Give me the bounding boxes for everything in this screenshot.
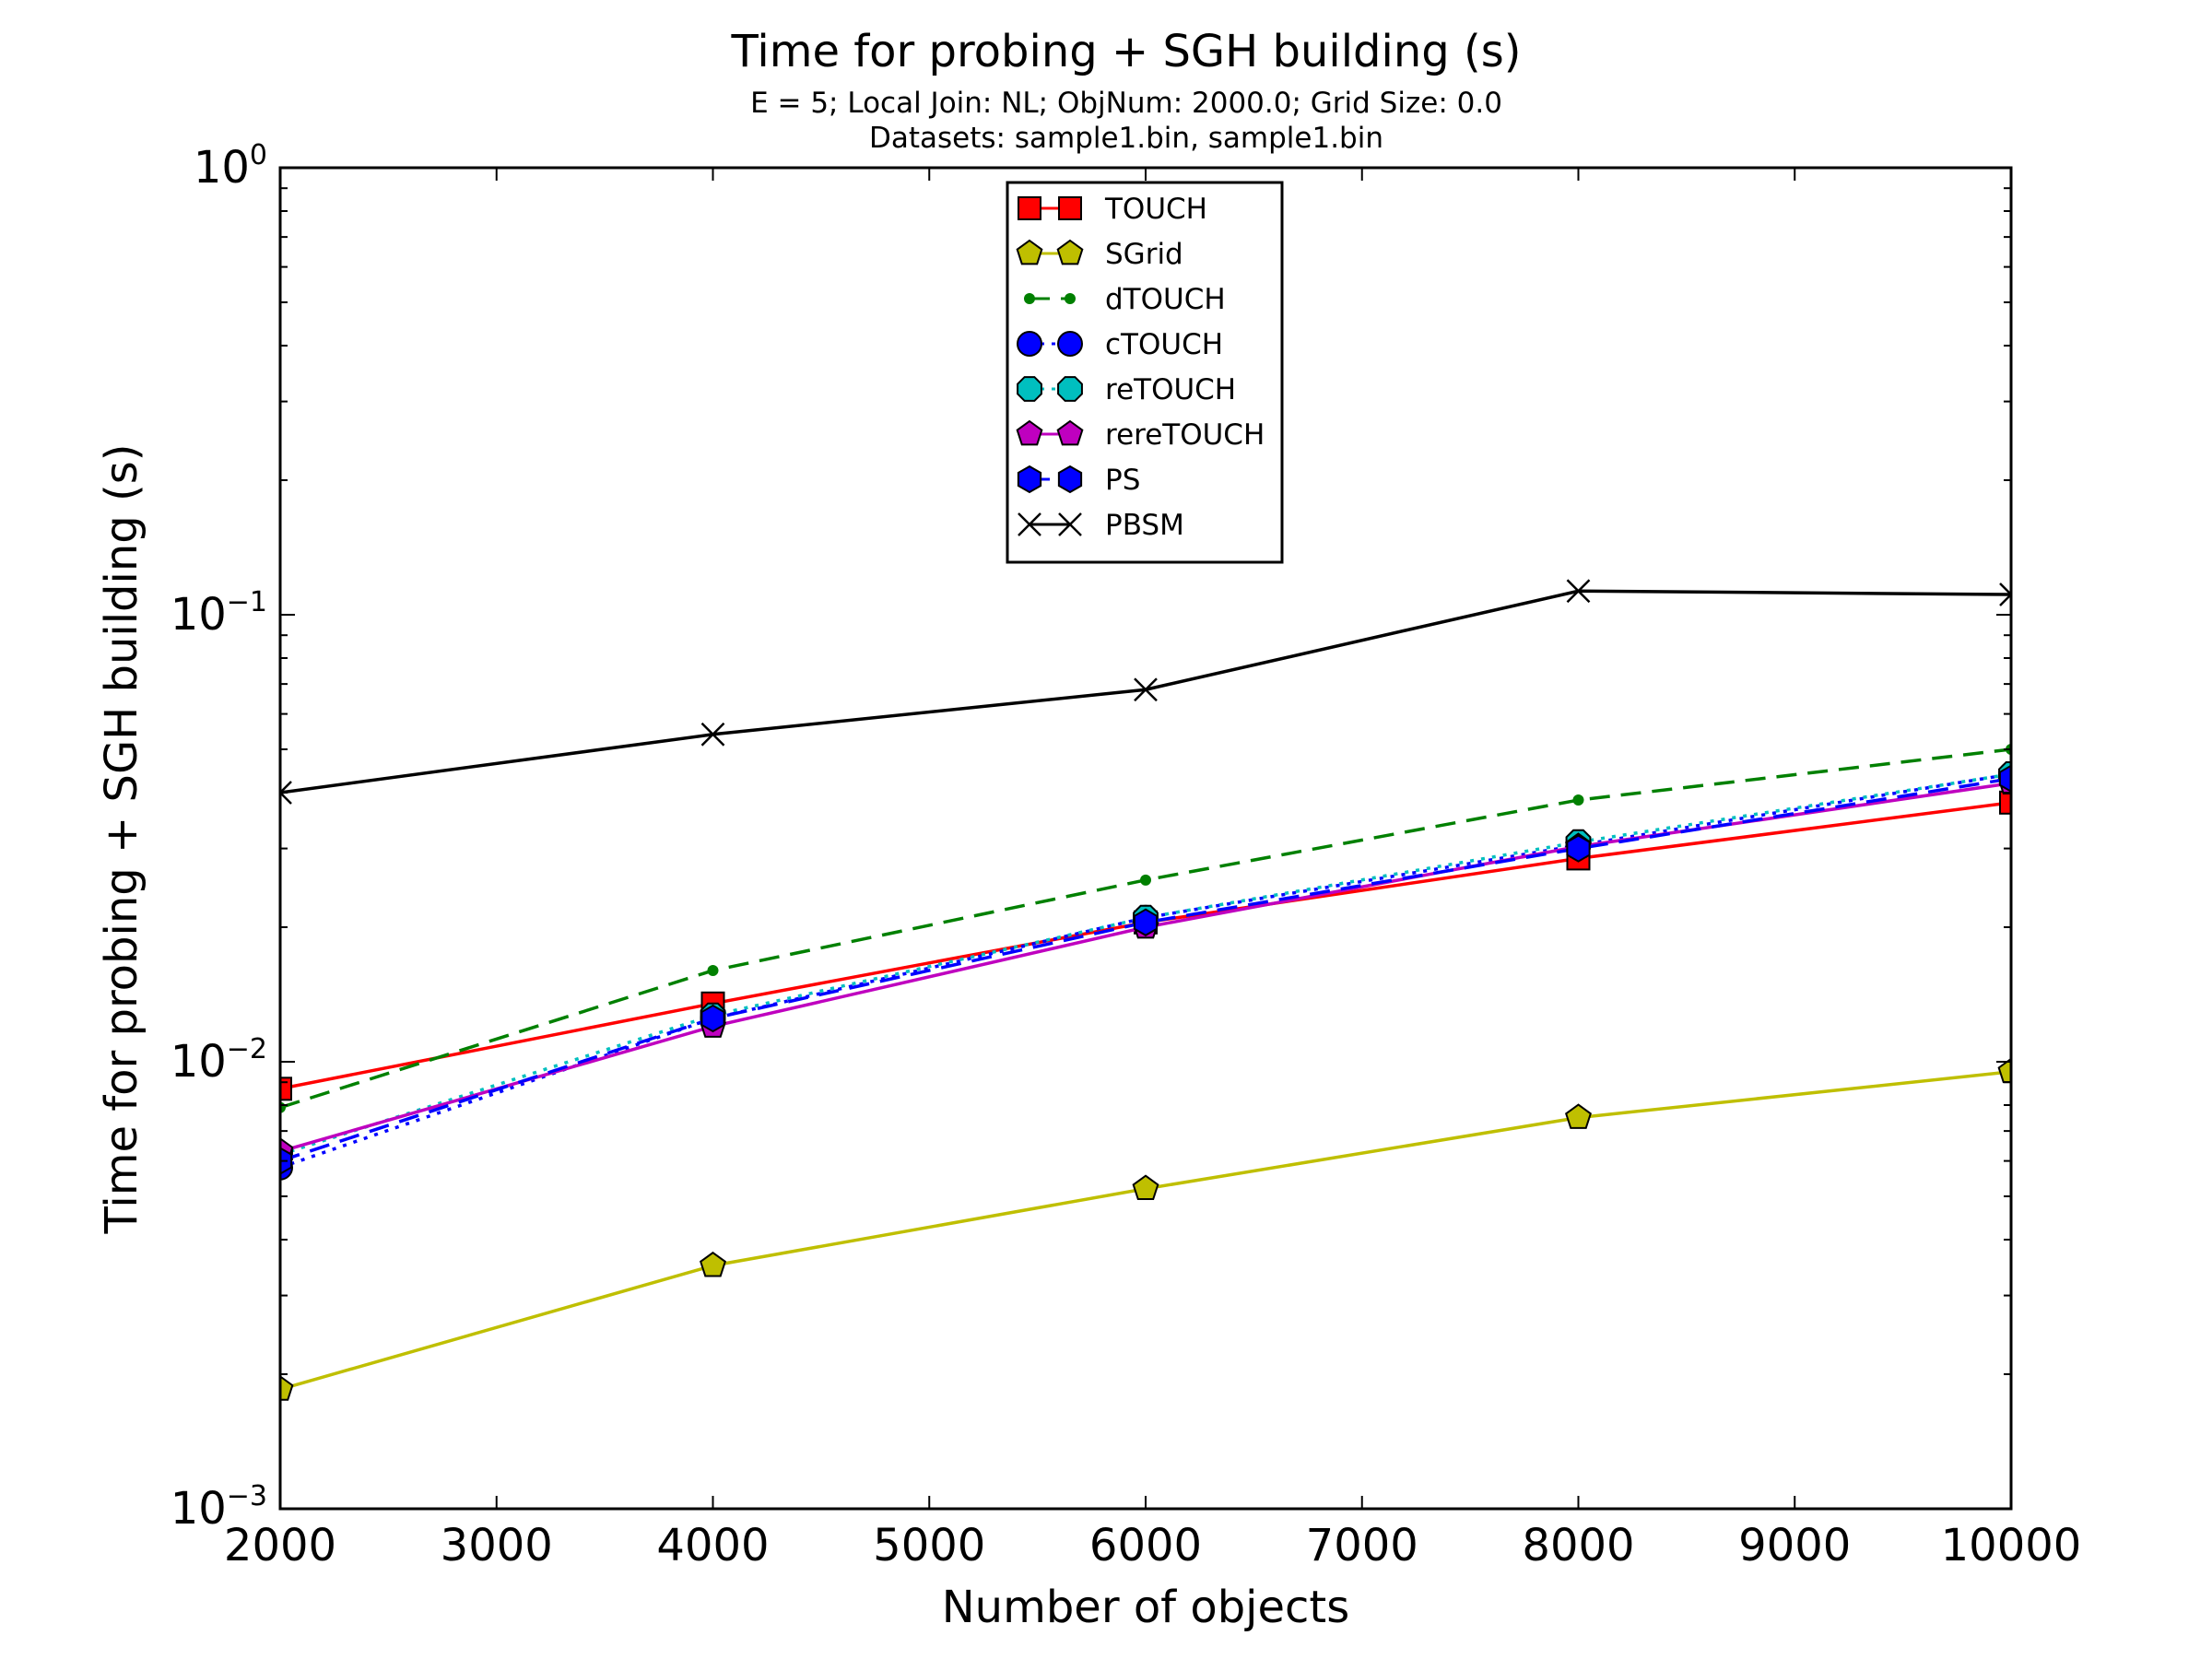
data-point-dtouch [707, 965, 719, 977]
y-tick-label: 10−1 [171, 586, 267, 641]
legend-item-dtouch: dTOUCH [1024, 283, 1226, 316]
legend-marker-dtouch [1065, 293, 1076, 304]
legend-marker-dtouch [1024, 293, 1035, 304]
x-tick-label: 2000 [224, 1520, 336, 1571]
legend-marker-ps [1017, 465, 1042, 494]
data-point-sgrid [700, 1251, 726, 1277]
ticks-layer: 2000 3000 4000 5000 6000 7000 8000 9000 10000 10−… [171, 139, 2082, 1571]
x-tick-label: 5000 [873, 1520, 985, 1571]
legend: TOUCH SGrid dTOUCH cTOUCH reTOUCH rereTOUCH PS… [1006, 181, 1284, 564]
marker-stroke [280, 781, 292, 794]
legend-label-dtouch: dTOUCH [1105, 283, 1226, 316]
legend-marker-retouch [1057, 376, 1083, 402]
data-point-sgrid [280, 1375, 294, 1401]
legend-marker-touch [1058, 196, 1082, 220]
legend-label-pbsm: PBSM [1105, 509, 1184, 542]
legend-marker-pbsm [1058, 512, 1082, 536]
legend-marker-ps [1057, 465, 1083, 494]
legend-label-ctouch: cTOUCH [1105, 328, 1223, 361]
x-tick-label: 9000 [1738, 1520, 1851, 1571]
chart-title: Time for probing + SGH building (s) [731, 26, 1522, 77]
x-tick-label: 10000 [1941, 1520, 2082, 1571]
legend-marker-reretouch [1016, 419, 1043, 446]
data-point-pbsm [1134, 677, 1158, 702]
legend-item-touch: TOUCH [1018, 193, 1207, 226]
series-layer [280, 579, 2011, 1401]
x-tick-label: 3000 [441, 1520, 553, 1571]
legend-frame [1006, 181, 1284, 564]
y-tick-label: 100 [194, 139, 267, 194]
legend-item-ctouch: cTOUCH [1017, 328, 1223, 361]
data-point-touch [1999, 790, 2011, 815]
y-axis-label: Time for probing + SGH building (s) [96, 444, 147, 1235]
legend-marker-ctouch [1057, 331, 1083, 357]
legend-label-reretouch: rereTOUCH [1105, 418, 1265, 452]
legend-item-sgrid: SGrid [1016, 238, 1183, 271]
data-point-sgrid [1565, 1103, 1592, 1129]
data-point-ps [1998, 764, 2011, 793]
marker-stroke [1999, 593, 2011, 606]
marker-stroke [1999, 582, 2011, 596]
chart-subtitle-line-1: E = 5; Local Join: NL; ObjNum: 2000.0; G… [750, 87, 1502, 120]
legend-item-ps: PS [1017, 464, 1140, 497]
series-ps [280, 764, 2011, 1175]
data-point-touch [280, 1077, 292, 1101]
data-point-ps [1566, 834, 1591, 863]
x-tick-label: 4000 [656, 1520, 769, 1571]
legend-label-retouch: reTOUCH [1105, 373, 1236, 406]
marker-stroke [1134, 677, 1158, 702]
x-tick-label: 7000 [1306, 1520, 1418, 1571]
legend-marker-sgrid [1016, 239, 1043, 265]
y-tick-label: 10−2 [171, 1033, 267, 1088]
data-point-sgrid [1997, 1057, 2011, 1084]
legend-marker-ctouch [1017, 331, 1042, 357]
series-clip-group [280, 579, 2011, 1401]
data-point-ps [700, 1004, 725, 1033]
x-tick-label: 6000 [1089, 1520, 1202, 1571]
series-sgrid [280, 1057, 2011, 1401]
legend-marker-reretouch [1056, 419, 1084, 446]
legend-label-sgrid: SGrid [1105, 238, 1183, 271]
marker-stroke [1058, 512, 1082, 536]
data-point-dtouch [1140, 874, 1151, 886]
data-point-ps [1133, 908, 1159, 936]
x-tick-label: 8000 [1522, 1520, 1634, 1571]
legend-marker-touch [1018, 196, 1041, 220]
data-point-pbsm [280, 781, 292, 805]
series-pbsm [280, 579, 2011, 805]
legend-label-touch: TOUCH [1104, 193, 1207, 226]
y-tick-label: 10−3 [171, 1480, 267, 1535]
series-line-ps [280, 777, 2011, 1163]
data-point-pbsm [1999, 582, 2011, 606]
data-point-pbsm [700, 722, 725, 747]
data-point-pbsm [1566, 579, 1591, 604]
marker-stroke [280, 791, 292, 805]
marker-stroke [700, 722, 725, 747]
legend-marker-sgrid [1056, 239, 1084, 265]
legend-item-pbsm: PBSM [1018, 509, 1184, 542]
legend-marker-pbsm [1018, 512, 1041, 536]
data-point-dtouch [1572, 794, 1584, 806]
marker-stroke [1566, 579, 1591, 604]
marker-stroke [1018, 512, 1041, 536]
data-point-sgrid [1132, 1174, 1159, 1201]
x-axis-label: Number of objects [942, 1582, 1350, 1633]
legend-item-retouch: reTOUCH [1017, 373, 1236, 406]
chart-subtitle-line-2: Datasets: sample1.bin, sample1.bin [869, 122, 1383, 155]
legend-marker-retouch [1017, 376, 1042, 402]
legend-label-ps: PS [1105, 464, 1140, 497]
legend-item-reretouch: rereTOUCH [1016, 418, 1265, 452]
